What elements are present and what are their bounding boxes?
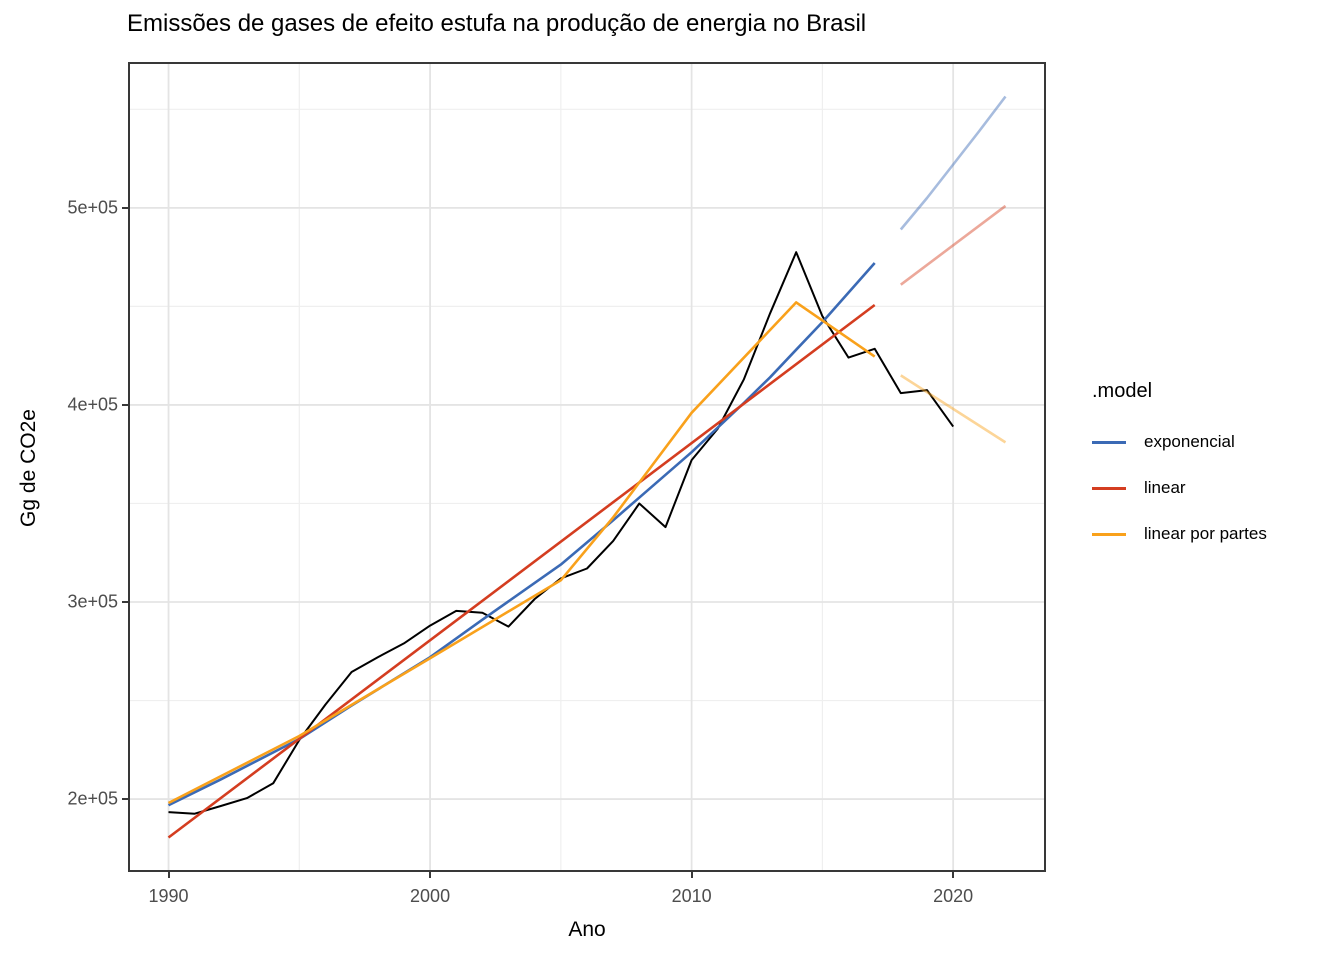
legend-item-linear: linear — [1092, 475, 1267, 501]
x-tick-label: 2010 — [671, 886, 712, 906]
legend-item-label: linear — [1144, 478, 1186, 497]
x-tick-label: 2000 — [410, 886, 451, 906]
x-axis-title: Ano — [568, 918, 606, 941]
y-tick-mark — [122, 403, 128, 406]
y-tick-label: 4e+05 — [67, 394, 118, 415]
y-tick-mark — [122, 206, 128, 209]
x-tick-mark — [952, 872, 955, 878]
y-tick-mark — [122, 798, 128, 801]
exponencial-line-key-icon — [1092, 440, 1126, 444]
series-exponencial-previs-o- — [899, 95, 1007, 231]
series-linear-por-partes-ajuste- — [167, 301, 876, 805]
series-exponencial-ajuste- — [167, 262, 876, 807]
plot-area — [128, 62, 1046, 872]
legend-item-label: linear por partes — [1144, 524, 1267, 543]
x-tick-mark — [429, 872, 432, 878]
y-axis-title: Gg de CO2e — [17, 409, 40, 527]
legend-title: .model — [1092, 380, 1153, 402]
legend-item-exponencial: exponencial — [1092, 429, 1267, 455]
x-tick-label: 1990 — [148, 886, 189, 906]
y-tick-label: 3e+05 — [67, 591, 118, 612]
series-linear-por-partes-previs-o- — [900, 374, 1007, 444]
legend: .model exponencial linear linear por par… — [1092, 380, 1267, 567]
legend-item-label: exponencial — [1144, 432, 1235, 451]
y-tick-label: 5e+05 — [67, 197, 118, 218]
y-tick-label: 2e+05 — [67, 788, 118, 809]
chart-title: Emissões de gases de efeito estufa na pr… — [127, 10, 867, 37]
x-tick-mark — [167, 872, 170, 878]
series-linear-previs-o- — [900, 204, 1007, 286]
y-tick-mark — [122, 601, 128, 603]
x-tick-mark — [690, 872, 693, 878]
x-tick-label: 2020 — [933, 886, 974, 906]
series-linear-ajuste- — [167, 303, 876, 839]
linear-line-key-icon — [1092, 486, 1126, 490]
piecewise-line-key-icon — [1092, 532, 1126, 536]
legend-item-linear-por-partes: linear por partes — [1092, 521, 1267, 547]
plot-panel — [128, 62, 1046, 872]
